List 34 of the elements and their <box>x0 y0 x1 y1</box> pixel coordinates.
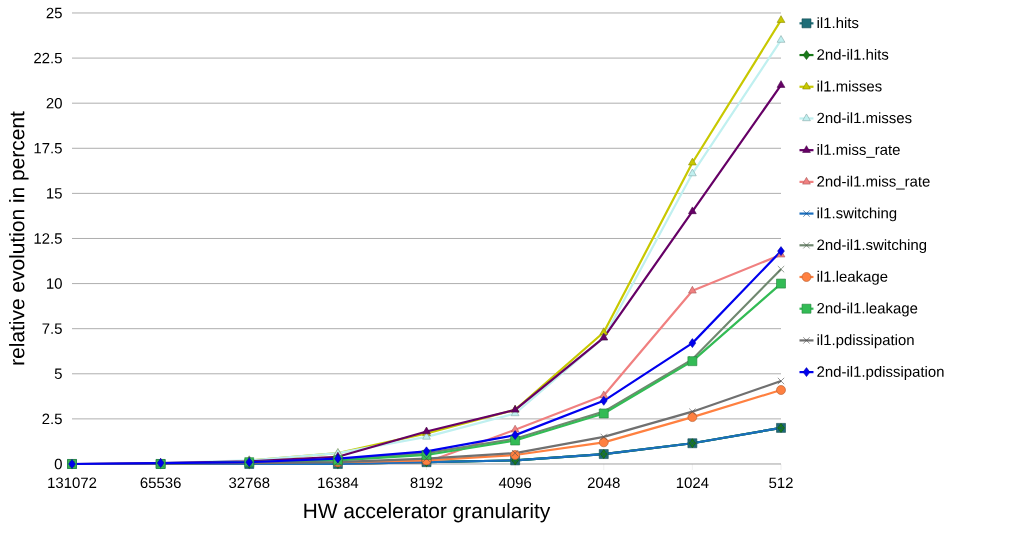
y-tick-label: 10 <box>47 278 62 289</box>
x-tick-label: 32768 <box>229 477 270 489</box>
x-tick-label: 16384 <box>318 477 359 489</box>
x-tick-label: 131072 <box>48 477 97 489</box>
y-tick-label: 5 <box>54 368 62 379</box>
legend-label: il1.switching <box>817 207 897 222</box>
y-tick-label: 0 <box>54 458 62 470</box>
x-tick-label: 512 <box>769 477 793 489</box>
y-tick-label: 12.5 <box>34 233 62 244</box>
legend-label: il1.miss_rate <box>817 144 900 158</box>
y-tick-label: 22.5 <box>34 52 62 64</box>
y-tick-label: 15 <box>47 188 62 199</box>
legend-label: il1.hits <box>817 17 859 29</box>
y-tick-label: 2.5 <box>42 413 62 425</box>
legend-label: il1.leakage <box>817 270 888 285</box>
legend-label: 2nd-il1.leakage <box>817 302 918 317</box>
legend-label: 2nd-il1.pdissipation <box>817 365 944 380</box>
y-tick-label: 17.5 <box>34 143 62 154</box>
legend-label: il1.misses <box>817 80 882 92</box>
legend-label: 2nd-il1.switching <box>817 239 927 254</box>
y-tick-label: 25 <box>46 7 62 19</box>
legend-label: 2nd-il1.misses <box>817 112 912 124</box>
x-tick-label: 8192 <box>410 477 443 489</box>
x-axis-title: HW accelerator granularity <box>304 502 551 523</box>
y-axis-title: relative evolution in percent <box>9 111 29 365</box>
y-tick-label: 20 <box>46 97 62 109</box>
x-tick-label: 4096 <box>498 477 532 489</box>
y-tick-label: 7.5 <box>42 323 62 334</box>
legend-label: 2nd-il1.miss_rate <box>817 175 930 190</box>
x-tick-label: 1024 <box>676 477 709 489</box>
legend-label: il1.pdissipation <box>817 334 914 349</box>
legend-label: 2nd-il1.hits <box>817 48 889 60</box>
x-tick-label: 65536 <box>140 477 181 489</box>
x-tick-label: 2048 <box>587 477 620 489</box>
